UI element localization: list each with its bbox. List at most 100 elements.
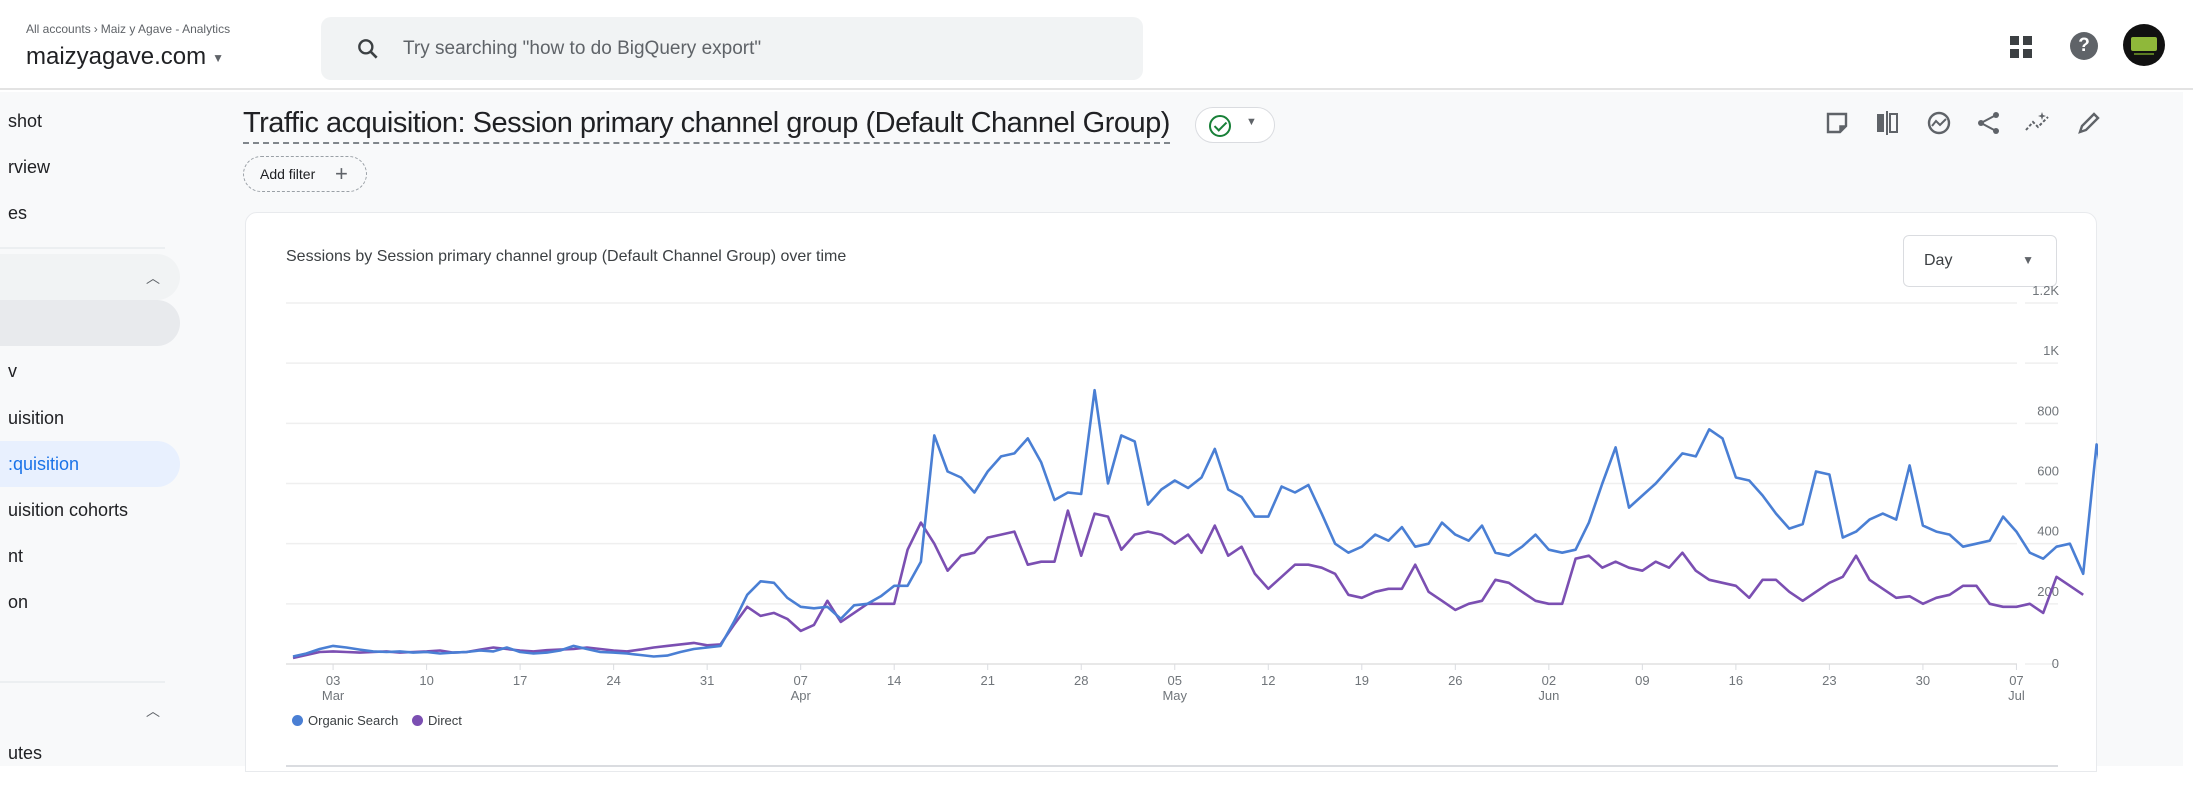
legend-dot-icon — [411, 715, 423, 726]
y-axis-tick-label: 1K — [2043, 343, 2059, 358]
granularity-dropdown[interactable]: Day ▼ — [1903, 235, 2057, 287]
x-axis-tick-label: 31 — [700, 673, 714, 688]
sidebar-divider — [0, 681, 165, 683]
x-axis-tick-label: 03 — [326, 673, 340, 688]
sidebar-item-user-acquisition-cohorts[interactable]: uisition cohorts — [8, 500, 129, 520]
x-axis-tick-label: 28 — [1074, 673, 1088, 688]
caret-down-icon: ▼ — [2022, 253, 2034, 267]
search-icon — [358, 39, 378, 59]
breadcrumb-separator-icon: › — [93, 22, 98, 36]
breadcrumb-all-accounts[interactable]: All accounts — [26, 22, 91, 36]
compare-icon — [1877, 111, 1898, 135]
y-axis-tick-label: 600 — [2037, 464, 2059, 479]
sidebar-section-user[interactable]: ︿ — [0, 687, 180, 733]
x-axis-tick-label: 26 — [1448, 673, 1462, 688]
x-axis-tick-label: 07 — [2009, 673, 2023, 688]
customize-report-button[interactable] — [1822, 108, 1856, 142]
x-axis-tick-label: 12 — [1261, 673, 1275, 688]
edit-report-button[interactable] — [2074, 108, 2108, 142]
sidebar-divider — [0, 247, 165, 249]
x-axis-tick-label: 19 — [1355, 673, 1369, 688]
report-title[interactable]: Traffic acquisition: Session primary cha… — [243, 107, 1170, 144]
legend-item-direct[interactable]: Direct — [411, 713, 462, 728]
x-axis-month-label: Jun — [1538, 688, 1559, 703]
insights-button[interactable] — [1924, 108, 1958, 142]
chevron-up-icon: ︿ — [146, 270, 160, 286]
y-axis-tick-label: 1.2K — [2032, 283, 2059, 298]
insights-icon — [1927, 111, 1951, 135]
series-line-direct[interactable] — [292, 509, 2084, 660]
add-filter-button[interactable]: Add filter + — [243, 156, 367, 192]
x-axis-month-label: May — [1162, 688, 1187, 703]
page-body: shot rview es ︿ v uisition :quisition ui… — [0, 92, 2183, 772]
granularity-value: Day — [1924, 252, 1953, 269]
trend-icon — [2025, 112, 2049, 131]
x-axis-tick-label: 05 — [1168, 673, 1182, 688]
chevron-up-icon: ︿ — [146, 703, 160, 719]
sidebar-item-user-attributes[interactable]: utes — [8, 743, 43, 763]
search-placeholder: Try searching "how to do BigQuery export… — [403, 38, 762, 59]
sidebar-item-traffic-acquisition[interactable]: :quisition — [0, 441, 180, 487]
report-toolbar — [1822, 108, 2122, 144]
add-filter-label: Add filter — [260, 166, 316, 182]
compare-button[interactable] — [1872, 108, 1906, 142]
customize-report-icon — [1826, 112, 1848, 134]
apps-grid-icon[interactable] — [2009, 35, 2033, 59]
account-avatar[interactable] — [2123, 24, 2165, 66]
sidebar-section-lifecycle[interactable]: ︿ — [0, 254, 180, 300]
share-icon — [1978, 112, 1999, 134]
caret-down-icon: ▼ — [1246, 116, 1257, 128]
legend-dot-icon — [292, 715, 303, 726]
x-axis-tick-label: 17 — [513, 673, 527, 688]
chart-card: Sessions by Session primary channel grou… — [245, 212, 2098, 772]
chart-legend: Organic Search Direct — [292, 713, 472, 733]
help-icon[interactable]: ? — [2070, 32, 2098, 60]
top-icons: ? — [2000, 22, 2193, 68]
x-axis-month-label: Apr — [791, 688, 812, 703]
sidebar-section-acquisition[interactable] — [0, 300, 180, 346]
legend-item-organic-search[interactable]: Organic Search — [292, 713, 398, 728]
sidebar-item-reports[interactable]: es — [8, 203, 28, 223]
sidebar: shot rview es ︿ v uisition :quisition ui… — [0, 92, 200, 766]
sidebar-item-engagement[interactable]: nt — [8, 546, 24, 566]
series-line-organic-search[interactable] — [292, 388, 2098, 658]
x-axis-month-label: Jul — [2008, 688, 2025, 703]
x-axis-tick-label: 14 — [887, 673, 901, 688]
x-axis-tick-label: 07 — [793, 673, 807, 688]
check-circle-icon — [1209, 115, 1231, 137]
sidebar-item-overview[interactable]: rview — [8, 157, 51, 177]
x-axis-tick-label: 23 — [1822, 673, 1836, 688]
x-axis-tick-label: 24 — [606, 673, 620, 688]
report-status-chip[interactable]: ▼ — [1195, 107, 1275, 143]
breadcrumb[interactable]: All accounts › Maiz y Agave - Analytics — [26, 22, 230, 36]
sidebar-item-monetization[interactable]: on — [8, 592, 29, 612]
top-bar: All accounts › Maiz y Agave - Analytics ma… — [0, 0, 2193, 90]
x-axis-tick-label: 21 — [980, 673, 994, 688]
y-axis-tick-label: 0 — [2052, 656, 2059, 671]
legend-label: Direct — [427, 713, 462, 728]
sidebar-item-user-acquisition[interactable]: uisition — [8, 408, 65, 428]
edit-icon — [2078, 112, 2100, 134]
sidebar-item-acquisition-overview[interactable]: v — [8, 361, 17, 381]
x-axis-tick-label: 10 — [419, 673, 433, 688]
caret-down-icon: ▼ — [212, 50, 224, 65]
breadcrumb-account[interactable]: Maiz y Agave - Analytics — [100, 22, 231, 36]
x-axis-tick-label: 09 — [1635, 673, 1649, 688]
avatar-logo — [2131, 37, 2157, 51]
avatar-logo-sub — [2134, 53, 2154, 55]
legend-label: Organic Search — [308, 713, 399, 728]
property-selector[interactable]: maizyagave.com ▼ — [26, 43, 224, 71]
sidebar-item-snapshot[interactable]: shot — [8, 111, 43, 131]
share-button[interactable] — [1974, 108, 2008, 142]
chart-title: Sessions by Session primary channel grou… — [286, 248, 847, 265]
x-axis-tick-label: 02 — [1542, 673, 1556, 688]
table-divider — [286, 765, 2058, 767]
x-axis-month-label: Mar — [322, 688, 345, 703]
trend-button[interactable] — [2022, 108, 2056, 142]
y-axis-tick-label: 400 — [2037, 524, 2059, 539]
x-axis-tick-label: 16 — [1729, 673, 1743, 688]
property-name: maizyagave.com — [26, 43, 207, 70]
y-axis-tick-label: 800 — [2037, 403, 2059, 418]
search-bar[interactable]: Try searching "how to do BigQuery export… — [321, 17, 1143, 80]
